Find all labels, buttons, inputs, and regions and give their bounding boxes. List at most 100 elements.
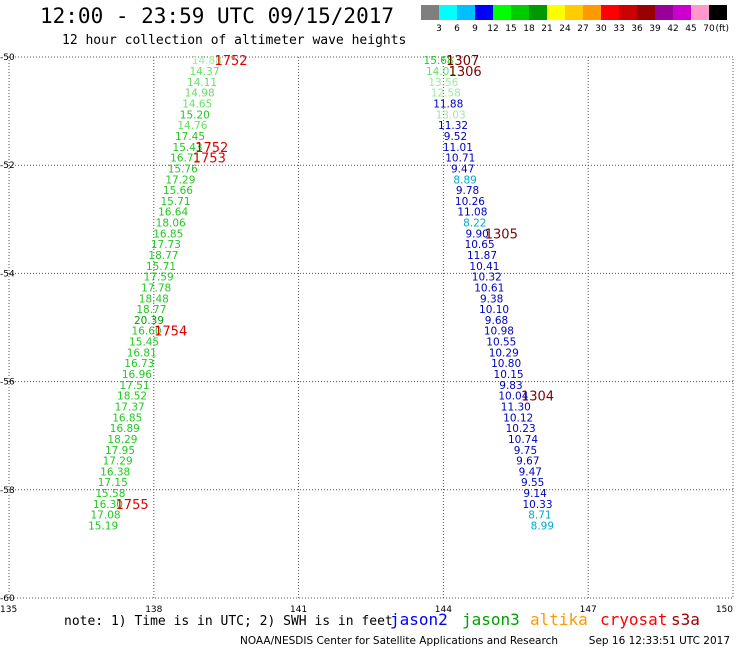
x-tick-label: 141 [290,605,307,615]
wave-height-value: 9.14 [523,488,547,500]
x-tick-label: 150 [716,605,733,615]
wave-height-value: 17.78 [141,282,171,294]
wave-height-value: 13.03 [436,109,466,121]
wave-height-value: 16.30 [93,499,123,511]
x-tick-label: 147 [580,605,597,615]
wave-height-value: 14.11 [187,77,217,89]
wave-height-value: 16.85 [153,228,183,240]
plot-frame [8,56,734,599]
legend-swatch [547,5,565,20]
wave-height-value: 10.26 [455,196,485,208]
wave-height-value: 11.32 [438,120,468,132]
wave-height-value: 9.90 [465,228,488,240]
color-legend: 3 6 9 12 15 18 21 24 27 30 33 36 39 42 45 70 (ft) [421,5,729,34]
time-label: 1307 [446,54,479,69]
time-label: 1752 [214,54,247,69]
legend-label: 15 [505,24,516,34]
plot-grid [9,57,733,598]
wave-height-value: 12.58 [431,88,461,100]
wave-height-value: 9.47 [451,163,474,175]
legend-swatch [583,5,601,20]
wave-height-value: 17.95 [105,445,135,457]
wave-height-value: 10.15 [494,369,524,381]
wave-height-value: 9.52 [444,131,467,143]
wave-height-value: 17.37 [115,401,145,413]
wave-height-value: 9.67 [516,456,539,468]
time-label: 1305 [485,227,518,242]
wave-height-value: 10.12 [503,412,533,424]
chart-subtitle: 12 hour collection of altimeter wave hei… [62,33,407,48]
legend-unit: (ft) [715,24,729,34]
wave-height-value: 16.73 [124,358,154,370]
legend-swatch [565,5,583,20]
wave-height-value: 16.89 [110,423,140,435]
wave-height-value: 9.68 [485,315,508,327]
y-tick-label: -50 [0,53,15,63]
legend-label: 39 [649,24,661,34]
wave-height-value: 15.20 [180,109,210,121]
wave-height-value: 18.06 [156,218,186,230]
legend-label: 70 [703,24,715,34]
wave-height-value: 15.43 [173,142,203,154]
wave-height-value: 15.76 [168,163,198,175]
legend-label: 30 [595,24,607,34]
chart-title: 12:00 - 23:59 UTC 09/15/2017 [40,4,395,28]
wave-height-value: 16.60 [132,326,162,338]
wave-height-value: 13.56 [428,77,458,89]
wave-height-value: 15.66 [163,185,193,197]
wave-height-value: 14.37 [189,66,219,78]
wave-height-value: 10.65 [465,239,495,251]
legend-label: 27 [577,24,588,34]
wave-height-value: 10.41 [469,261,499,273]
legend-swatch [637,5,655,20]
wave-height-value: 9.83 [499,380,522,392]
legend-swatch [601,5,619,20]
legend-swatch [457,5,475,20]
legend-label: 3 [436,24,442,34]
wave-height-value: 10.29 [489,347,519,359]
wave-height-value: 15.19 [88,521,118,533]
y-tick-label: -58 [0,486,15,496]
wave-height-value: 17.59 [144,272,174,284]
wave-height-value: 16.64 [158,207,188,219]
legend-label: 9 [472,24,478,34]
wave-height-value: 18.77 [136,304,166,316]
wave-height-value: 17.15 [98,477,128,489]
legend-swatch [439,5,457,20]
time-label: 1753 [193,152,226,167]
wave-height-value: 11.01 [443,142,473,154]
legend-swatch [655,5,673,20]
wave-height-value: 9.75 [514,445,537,457]
footer-note: note: 1) Time is in UTC; 2) SWH is in fe… [64,614,393,629]
plot-axes: 135 138 141 144 147 150 -50 -52 -54 -56 -58 -60 [0,53,734,615]
legend-label: 21 [541,24,552,34]
legend-swatch [673,5,691,20]
wave-height-value: 8.99 [531,521,554,533]
wave-height-value: 11.87 [467,250,497,262]
wave-height-value: 10.04 [498,391,528,403]
wave-height-value: 11.30 [501,401,531,413]
wave-height-value: 10.61 [474,282,504,294]
wave-height-value: 14.88 [192,55,222,67]
wave-height-value: 9.55 [521,477,544,489]
satellite-name-cryosat: cryosat [600,610,667,629]
wave-height-value: 18.29 [107,434,137,446]
wave-height-value: 17.51 [119,380,149,392]
y-tick-label: -54 [0,269,15,279]
time-label: 1304 [521,390,554,405]
wave-height-value: 16.85 [112,412,142,424]
wave-height-value: 15.45 [129,337,159,349]
wave-height-value: 17.73 [151,239,181,251]
wave-height-value: 16.81 [127,347,157,359]
data-points: 14.8814.3714.1114.9814.6515.2014.7617.45… [88,55,554,532]
wave-height-value: 17.45 [175,131,205,143]
wave-height-value: 18.52 [117,391,147,403]
wave-height-value: 17.08 [91,510,121,522]
wave-height-value: 15.58 [95,488,125,500]
wave-height-value: 11.08 [457,207,487,219]
wave-height-value: 17.29 [103,456,133,468]
legend-label: 18 [523,24,535,34]
wave-height-value: 10.32 [472,272,502,284]
wave-height-value: 10.23 [506,423,536,435]
